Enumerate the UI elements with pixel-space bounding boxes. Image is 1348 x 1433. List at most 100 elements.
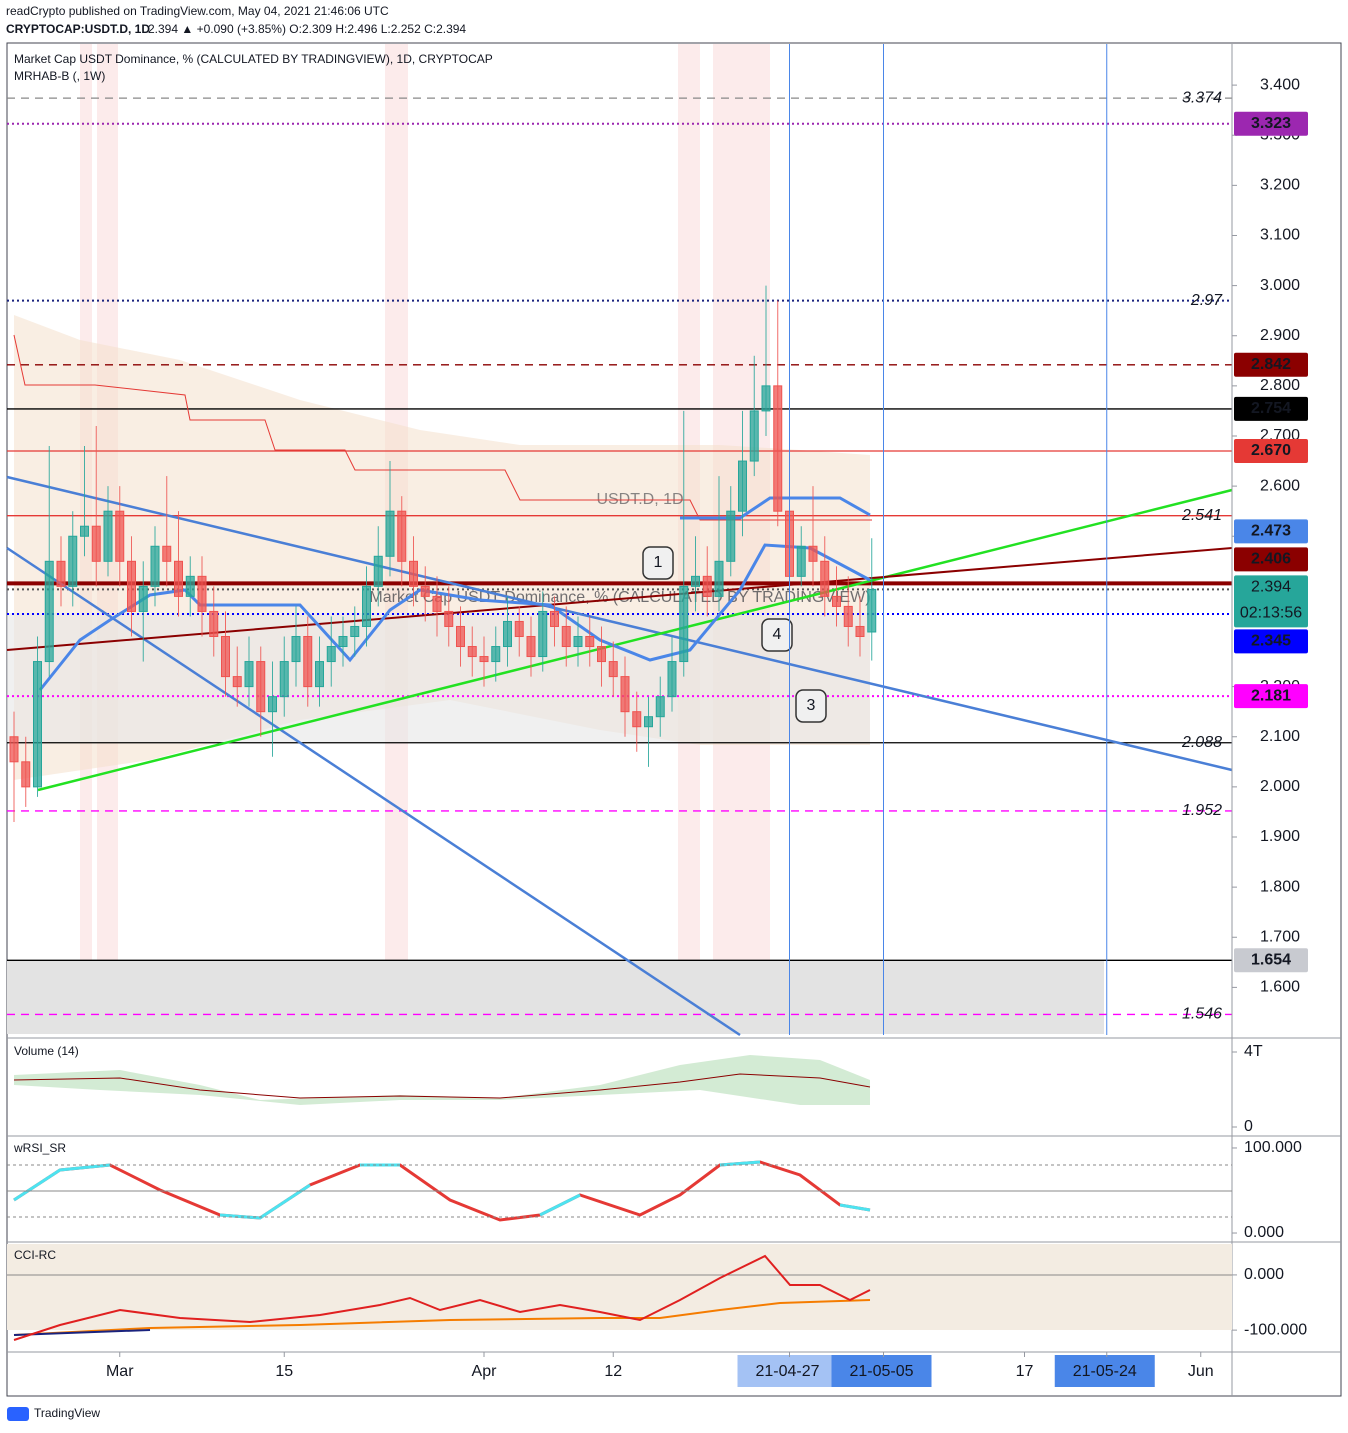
price-tag-label: 2.345	[1251, 633, 1291, 650]
candle-body	[68, 535, 78, 587]
candle-body	[303, 635, 313, 688]
candle-body	[420, 585, 430, 597]
y-tick-label: -100.000	[1244, 1321, 1307, 1338]
ticker: CRYPTOCAP:USDT.D, 1D	[6, 22, 150, 36]
candle-body	[397, 510, 407, 562]
level-label: 2.088	[1181, 734, 1222, 751]
x-tick-label: Mar	[106, 1363, 134, 1380]
candle-body	[714, 560, 724, 597]
level-label: 3.374	[1182, 89, 1222, 106]
candle-body	[256, 661, 266, 713]
candle-body	[56, 560, 66, 587]
logo	[7, 1407, 29, 1421]
y-tick-label: 2.900	[1260, 327, 1300, 344]
price-tag	[1234, 684, 1308, 709]
price-tag-label: 2.406	[1251, 551, 1291, 568]
candle-body	[679, 585, 689, 663]
y-tick-label: 1.900	[1260, 828, 1300, 845]
candle-body	[127, 560, 136, 612]
y-tick-label: 1.700	[1260, 928, 1300, 945]
candle-body	[632, 711, 642, 728]
y-tick-label: 2.100	[1260, 728, 1300, 745]
candle-body	[808, 545, 818, 562]
candle-body	[597, 646, 606, 663]
candle-body	[832, 595, 841, 607]
y-tick-label: 3.000	[1260, 277, 1300, 294]
candle-body	[644, 716, 653, 728]
candle-body	[373, 555, 383, 587]
candle-body	[9, 736, 19, 763]
y-tick-label: 2.800	[1260, 377, 1300, 394]
price-tag-label: 2.670	[1251, 442, 1291, 459]
chart-title: Market Cap USDT Dominance, % (CALCULATED…	[14, 52, 493, 66]
indicator-line	[680, 496, 871, 520]
level-label: 2.541	[1181, 507, 1222, 524]
price-tag-label: 2.754	[1251, 400, 1291, 417]
candle-body	[867, 588, 877, 633]
callout-label: 3	[807, 697, 816, 714]
pane-title: CCI-RC	[14, 1248, 56, 1262]
callout	[795, 689, 827, 723]
candle-body	[209, 610, 219, 637]
candle-body	[691, 575, 700, 587]
watermark-sub: Market Cap USDT Dominance, % (CALCULATED…	[369, 589, 870, 606]
callout	[642, 546, 674, 580]
candle-body	[221, 635, 230, 678]
quote: 2.394 ▲ +0.090 (+3.85%) O:2.309 H:2.496 …	[148, 22, 466, 36]
candle-body	[796, 545, 806, 577]
candle-body	[773, 385, 783, 512]
footer-brand: TradingView	[34, 1406, 100, 1420]
candle-body	[550, 610, 559, 627]
candle-body	[174, 560, 183, 597]
candle-body	[80, 525, 89, 537]
candle-body	[197, 575, 207, 612]
candle-body	[279, 661, 289, 698]
candle-body	[33, 661, 42, 788]
cci-signal	[13, 1329, 151, 1336]
candle-body	[526, 635, 536, 658]
candle-body	[315, 661, 324, 688]
y-tick-label: 2.600	[1260, 477, 1300, 494]
price-tag-label: 2.181	[1251, 687, 1291, 704]
zone	[7, 961, 1104, 1034]
cci-line	[13, 1254, 871, 1341]
trendline	[6, 475, 1233, 772]
candle-body	[843, 605, 853, 627]
candle-body	[503, 620, 512, 648]
callout-label: 1	[654, 554, 663, 571]
price-tag	[1234, 519, 1308, 544]
callout-label: 4	[773, 626, 782, 643]
y-tick-label: 3.100	[1260, 227, 1300, 244]
callout	[761, 618, 793, 652]
y-tick-label: 1.800	[1260, 878, 1300, 895]
drawings	[6, 334, 1233, 1037]
level-label: 1.952	[1182, 802, 1222, 819]
x-tick-label: 15	[275, 1363, 293, 1380]
price-tag	[1234, 629, 1308, 654]
candle-body	[585, 635, 595, 648]
candle-body	[385, 510, 395, 557]
candle-body	[608, 661, 618, 678]
candle-body	[514, 620, 524, 637]
candle-body	[456, 625, 465, 648]
level-label: 1.546	[1182, 1006, 1222, 1023]
level-label: 2.97	[1190, 292, 1223, 309]
y-tick-label: 3.200	[1260, 177, 1300, 194]
candle-body	[115, 510, 125, 562]
indicator-title: MRHAB-B (, 1W)	[14, 69, 105, 83]
candle-body	[91, 525, 101, 562]
price-tag	[1234, 439, 1308, 464]
x-tick-label: 21-04-27	[755, 1363, 819, 1380]
pane-title: Volume (14)	[14, 1044, 79, 1058]
candle-body	[150, 545, 160, 587]
candle-body	[479, 656, 489, 663]
candle-body	[326, 646, 336, 663]
candle-body	[855, 625, 865, 637]
x-tick-label: 21-05-24	[1073, 1363, 1137, 1380]
price-tag	[1234, 575, 1308, 628]
price-tag	[1234, 111, 1308, 136]
candle-body	[738, 460, 747, 512]
x-tick-label: 12	[604, 1363, 622, 1380]
candle-body	[162, 545, 172, 562]
